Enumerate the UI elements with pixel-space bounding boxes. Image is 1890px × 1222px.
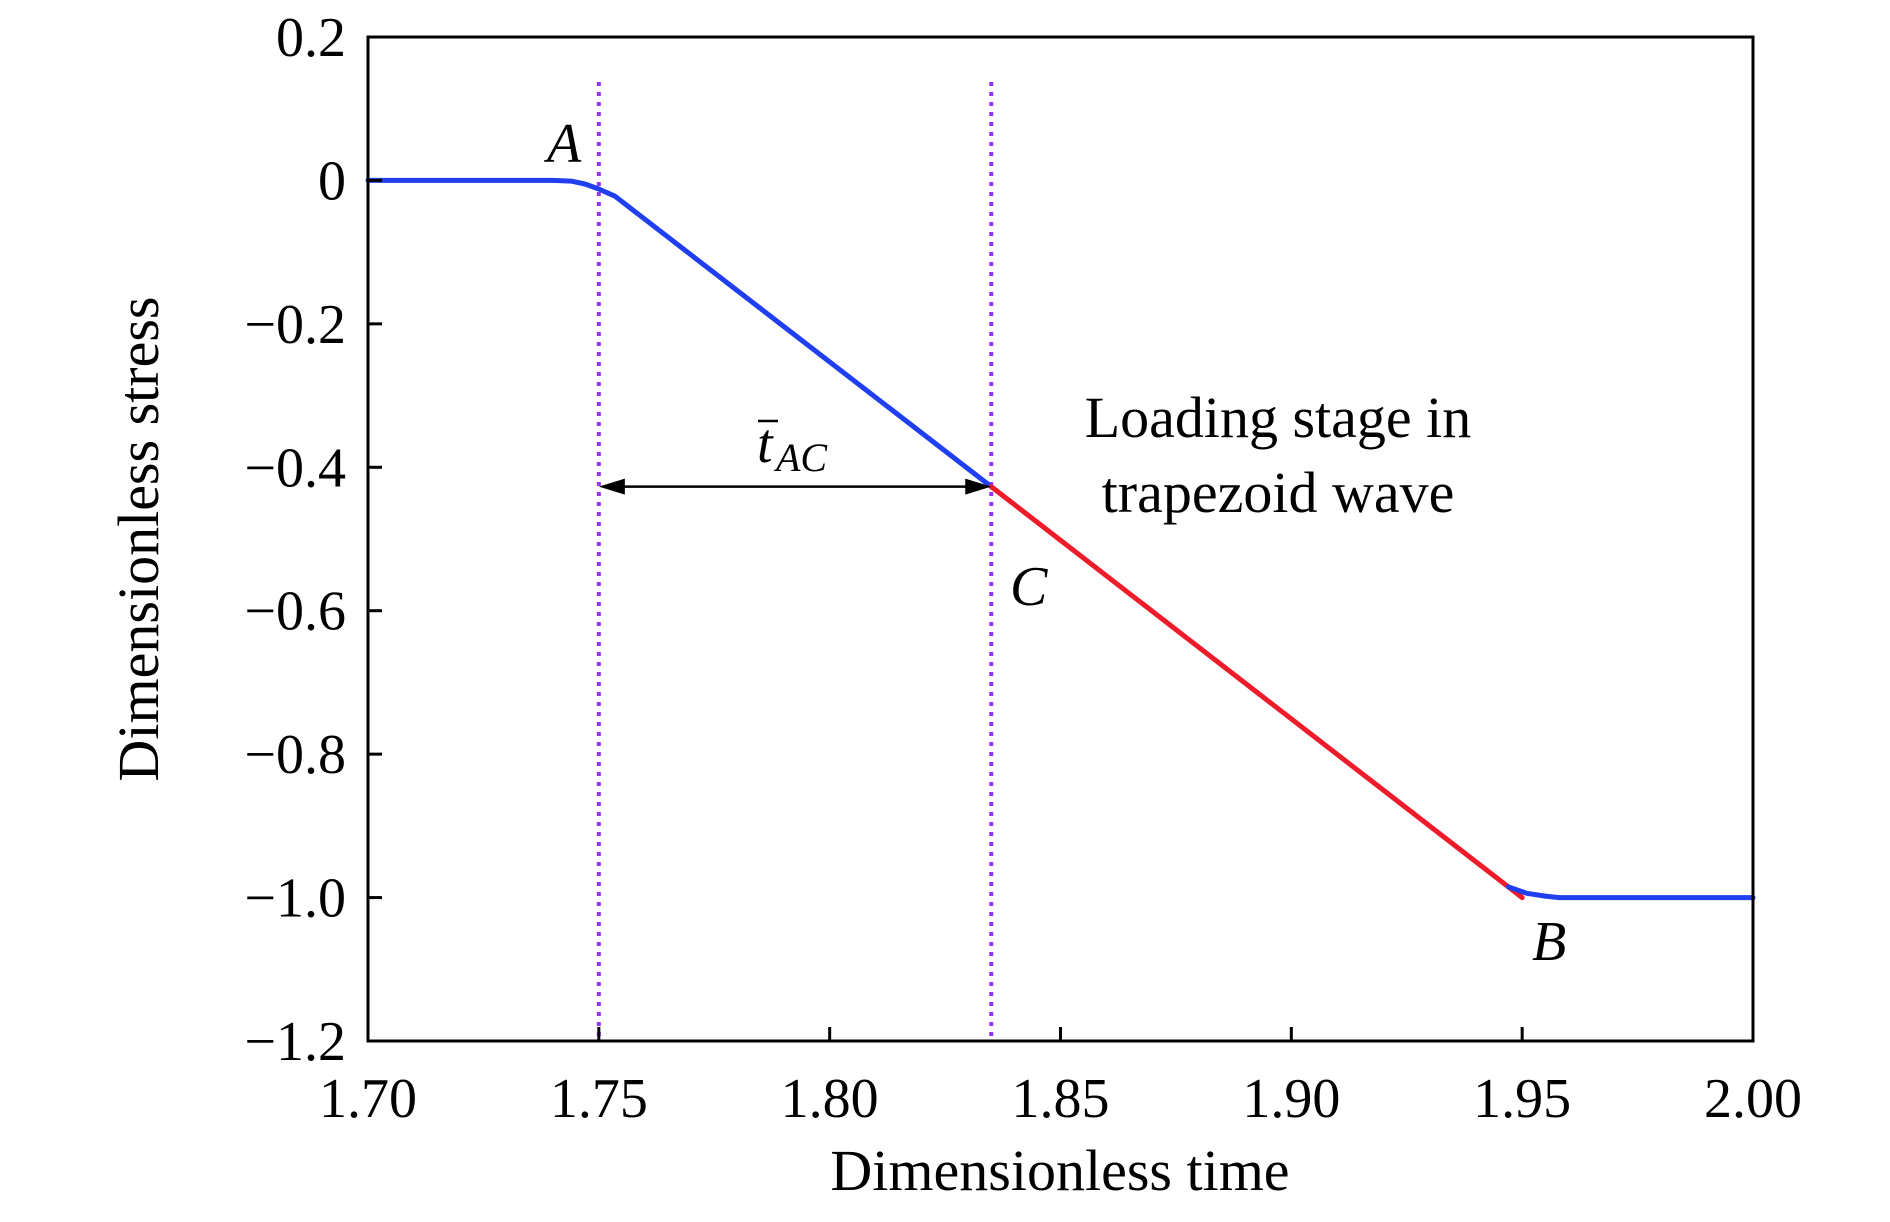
x-tick-label: 1.85 [1012,1068,1110,1130]
x-tick-label: 1.75 [550,1068,648,1130]
y-tick-label: −0.8 [244,724,346,786]
y-tick-label: 0.2 [276,7,346,69]
interval-arrow-head-right [965,478,992,495]
x-tick-label: 1.70 [319,1068,417,1130]
x-tick-label: 1.80 [781,1068,879,1130]
y-tick-label: −0.4 [244,437,346,499]
x-tick-label: 1.95 [1473,1068,1571,1130]
y-tick-label: 0 [318,150,346,212]
interval-symbol: t [757,413,774,475]
interval-arrow-head-left [598,478,625,495]
y-tick-label: −0.6 [244,581,346,643]
x-tick-label: 1.90 [1242,1068,1340,1130]
ticks-layer: 1.70 1.75 1.80 1.85 1.90 1.95 2.00 0.2 0 −0.2 −0.4… [244,7,1802,1130]
interval-subscript: AC [773,435,828,480]
x-axis-label: Dimensionless time [830,1138,1289,1203]
interval-arrow-layer [598,478,992,495]
y-tick-label: −1.2 [244,1011,346,1073]
y-tick-label: −0.2 [244,294,346,356]
series-line [365,177,994,490]
series-line [1505,884,1756,901]
series-line [988,484,1525,901]
note-line-1: Loading stage in [1085,385,1472,450]
y-tick-label: −1.0 [244,868,346,930]
interval-label: t AC [757,413,828,480]
point-label-a: A [543,113,582,175]
y-axis-label: Dimensionless stress [106,297,171,782]
series-layer [365,177,1756,901]
x-tick-label: 2.00 [1704,1068,1802,1130]
point-label-c: C [1010,556,1048,618]
point-label-b: B [1532,911,1566,973]
reference-lines-layer [596,82,994,1041]
note-line-2: trapezoid wave [1102,460,1455,525]
